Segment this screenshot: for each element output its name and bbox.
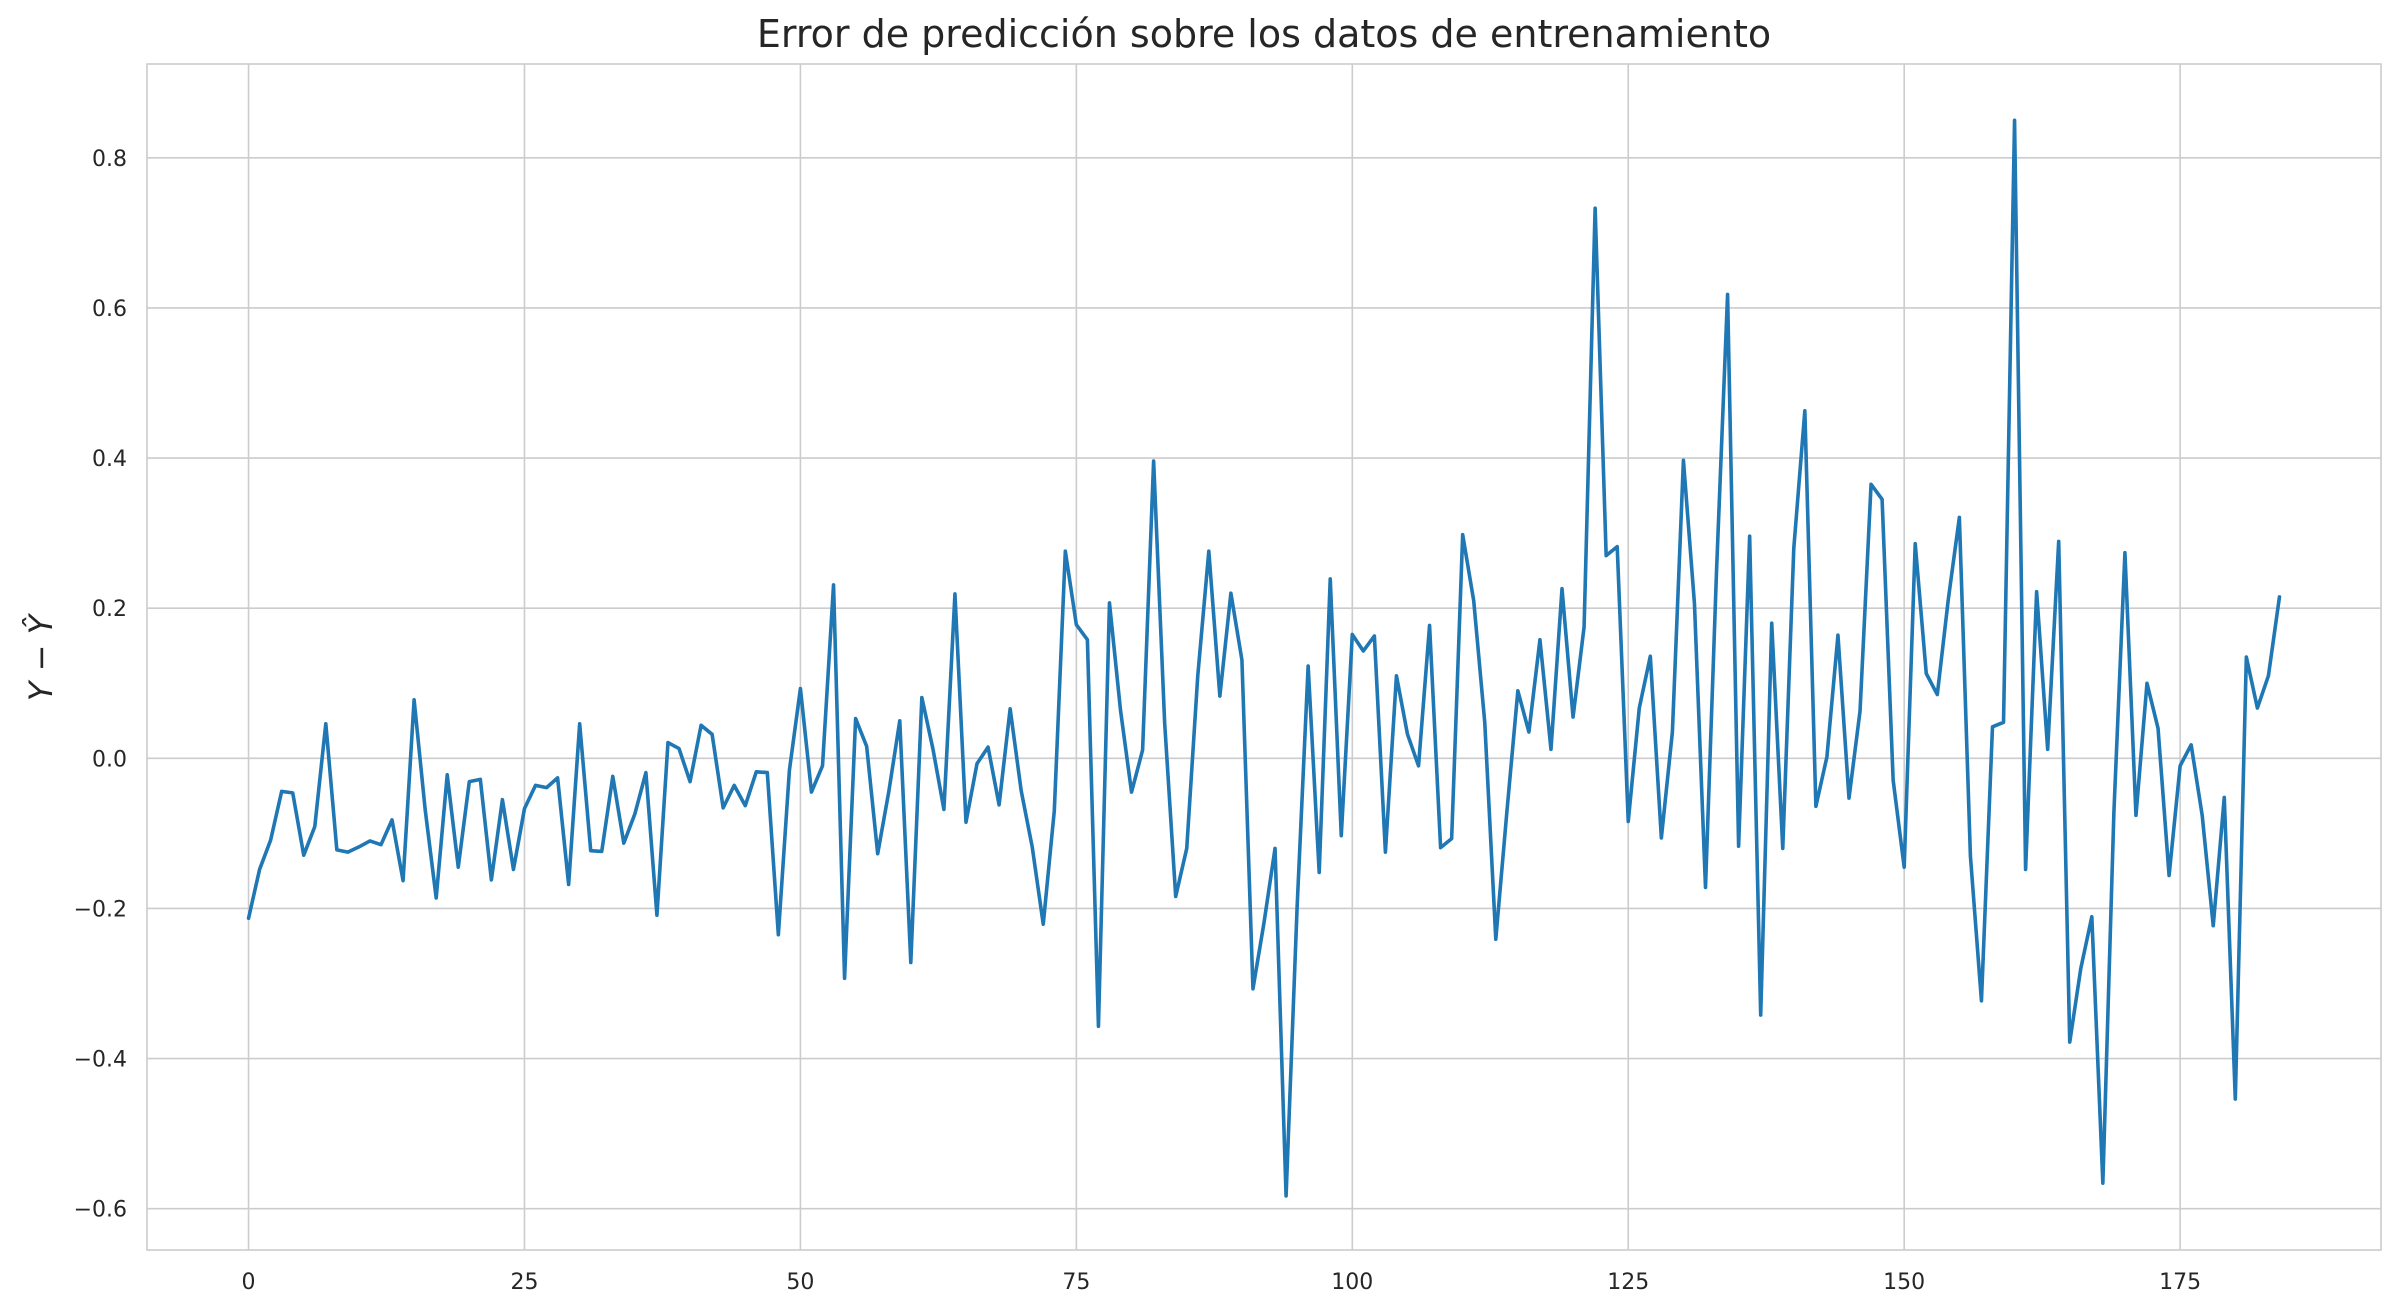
plot-area [146,63,2382,1251]
y-tick-label: −0.6 [74,1198,127,1223]
y-tick-label: 0.4 [92,447,127,472]
y-tick-label: −0.4 [74,1048,127,1073]
y-tick-label: 0.6 [92,297,127,322]
y-tick-label: 0.8 [92,147,127,172]
y-axis-label: Y − Ŷ [22,612,60,701]
x-tick-label: 0 [242,1270,256,1295]
y-tick-label: −0.2 [74,897,127,922]
x-tick-label: 50 [786,1270,814,1295]
x-tick-label: 100 [1331,1270,1373,1295]
x-tick-label: 150 [1883,1270,1925,1295]
x-tick-label: 75 [1062,1270,1090,1295]
y-tick-label: 0.2 [92,597,127,622]
chart-title: Error de predicción sobre los datos de e… [757,12,1771,56]
x-tick-label: 125 [1607,1270,1649,1295]
x-tick-label: 175 [2159,1270,2201,1295]
y-tick-label: 0.0 [92,747,127,772]
x-axis-ticks: 0 25 50 75 100 125 150 175 [242,1270,2202,1295]
x-tick-label: 25 [510,1270,538,1295]
series-layer [246,118,2282,1198]
y-axis-ticks: −0.6 −0.4 −0.2 0.0 0.2 0.4 0.6 0.8 [74,147,127,1223]
series-line [246,118,2282,1198]
grid-lines [147,64,2381,1250]
